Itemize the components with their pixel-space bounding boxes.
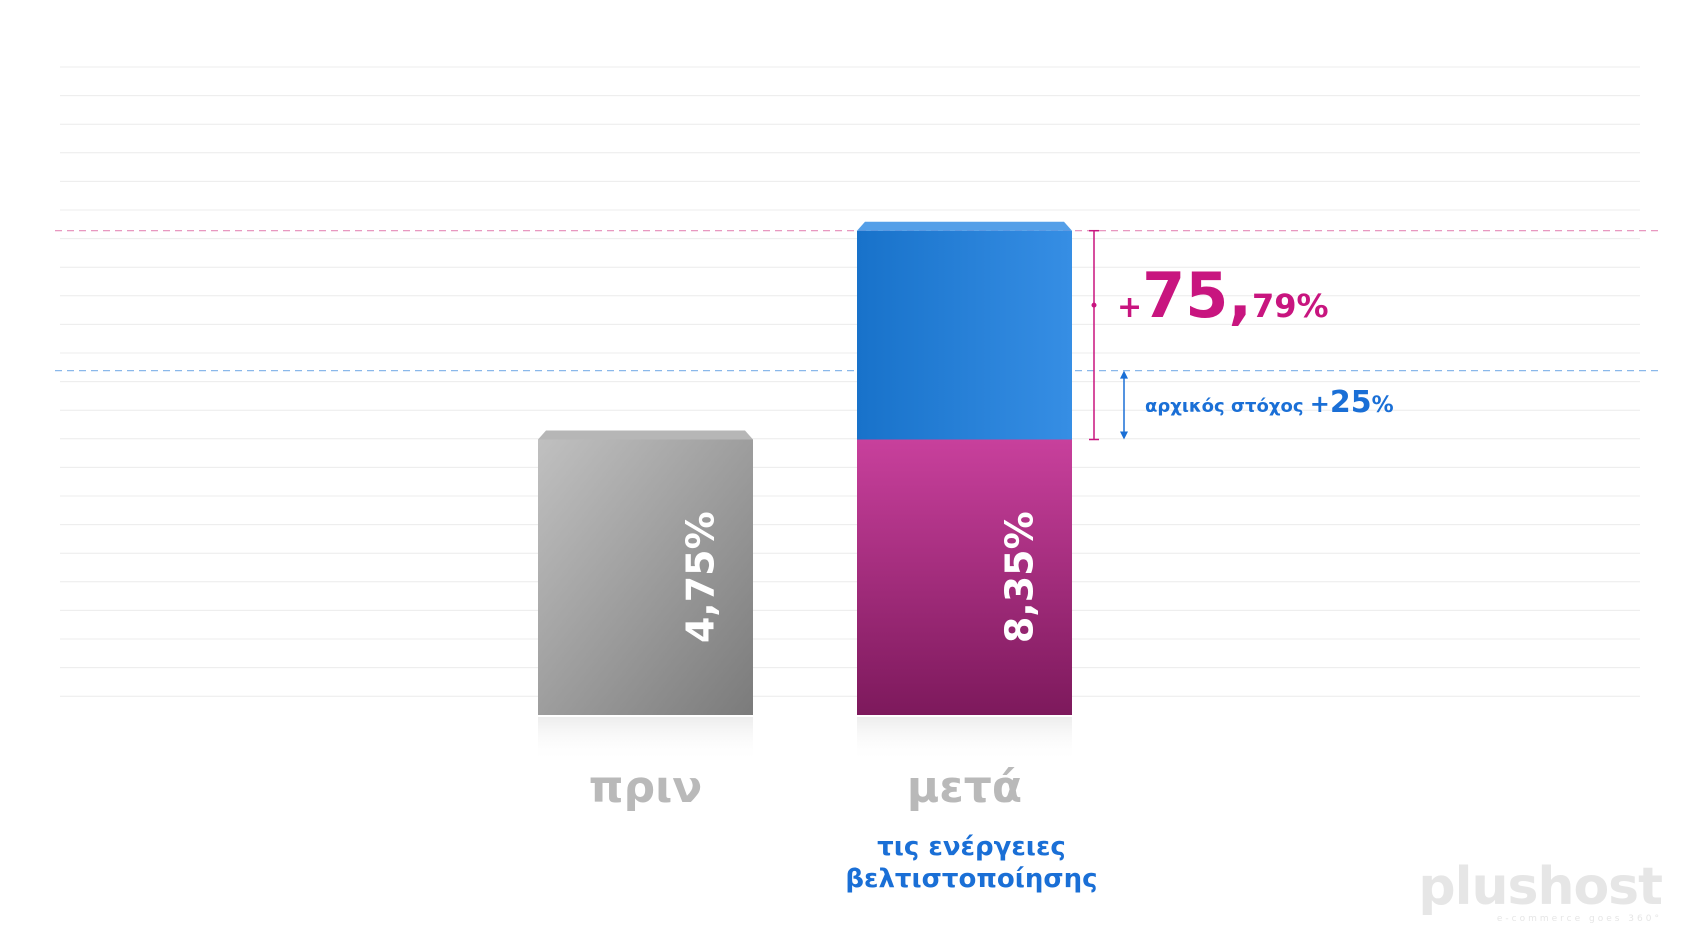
bar-after-increase	[857, 221, 1072, 440]
logo-tagline: e-commerce goes 360°	[1496, 914, 1662, 924]
increase-annotation-part: +	[1117, 290, 1142, 325]
category-sublabel: βελτιστοποίησης	[845, 864, 1097, 894]
increase-annotation-part: 75,	[1142, 259, 1252, 332]
bar-after-increase-front	[857, 230, 1072, 440]
increase-annotation: +75,79%	[1117, 259, 1329, 332]
category-label: πριν	[589, 762, 702, 813]
bar-after-base-front	[857, 439, 1072, 715]
category-sublabel: τις ενέργειες	[877, 832, 1066, 862]
bar-reflection	[538, 717, 753, 762]
bar-value-label: 8,35%	[998, 511, 1042, 643]
target-arrow-up	[1120, 370, 1128, 379]
bar-before	[538, 430, 753, 715]
increase-bracket-dot	[1091, 302, 1097, 308]
increase-annotation-part: 79%	[1252, 287, 1329, 325]
target-annotation-part: αρχικός στόχος	[1145, 396, 1310, 417]
target-annotation-part: %	[1372, 393, 1394, 418]
target-annotation-part: +	[1310, 390, 1330, 418]
plushost-logo: plushost e-commerce goes 360°	[1418, 857, 1663, 924]
target-annotation-part: 25	[1330, 385, 1372, 420]
bar-before-front	[538, 439, 753, 715]
bar-before-top-face	[538, 430, 753, 440]
category-label: μετά	[907, 762, 1022, 813]
bar-value-label: 4,75%	[679, 511, 723, 643]
target-annotation: αρχικός στόχος +25%	[1145, 385, 1394, 420]
bar-reflection	[857, 717, 1072, 762]
target-arrow-down	[1120, 431, 1128, 440]
bar-after-increase-top-face	[857, 221, 1072, 231]
logo-wordmark: plushost	[1418, 857, 1663, 917]
gridlines	[60, 66, 1640, 697]
